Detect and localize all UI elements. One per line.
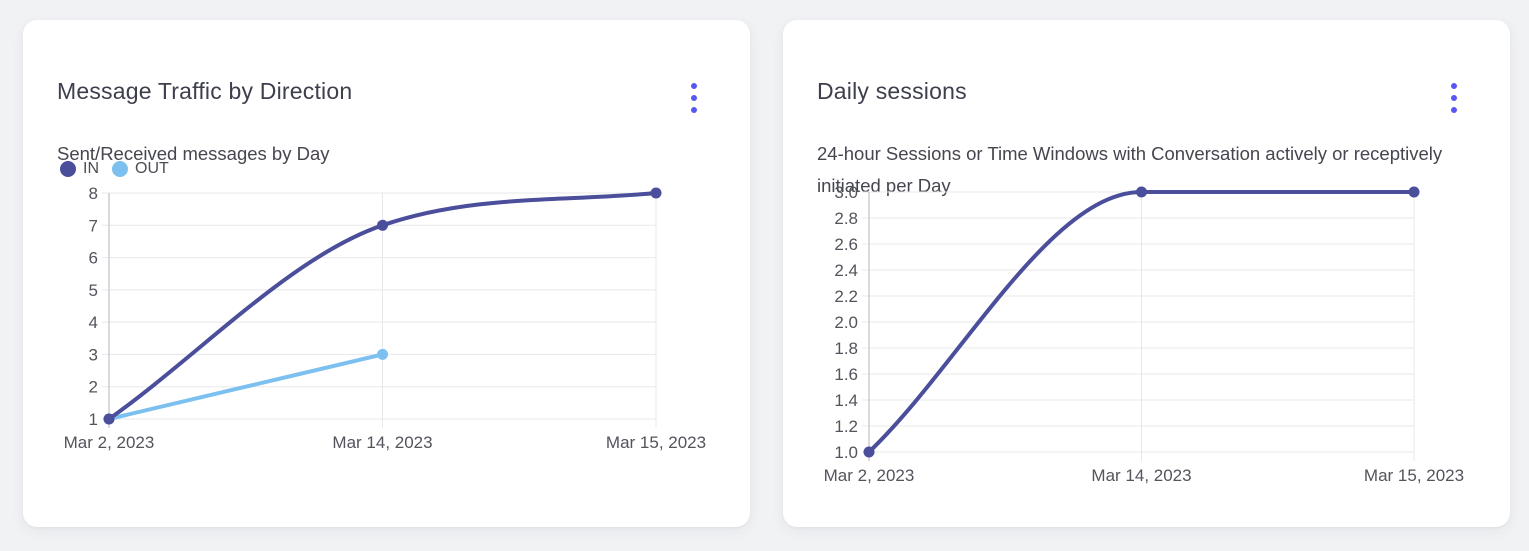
message-traffic-chart: 1 2 3 4 5 6 7 8 Mar 2, 2023 Mar 14, 2023 Mar 15, 2… xyxy=(64,184,706,452)
data-point xyxy=(1408,186,1420,198)
chart-legend: IN OUT xyxy=(60,160,169,178)
card-daily-sessions: Daily sessions 24-hour Sessions or Time … xyxy=(783,20,1510,527)
kebab-dot xyxy=(691,95,697,101)
y-tick-label: 1.8 xyxy=(834,339,858,358)
y-tick-label: 8 xyxy=(89,184,98,203)
data-point xyxy=(863,446,875,458)
y-tick-label: 3 xyxy=(89,345,98,364)
legend-item-out: OUT xyxy=(112,160,169,178)
legend-label-in: IN xyxy=(83,160,99,177)
kebab-dot xyxy=(691,107,697,113)
x-tick-label: Mar 2, 2023 xyxy=(824,466,915,485)
y-tick-label: 5 xyxy=(89,281,98,300)
data-point xyxy=(377,348,388,360)
y-tick-label: 2 xyxy=(89,378,98,397)
legend-label-out: OUT xyxy=(135,160,169,177)
y-tick-label: 2.0 xyxy=(834,313,858,332)
y-tick-label: 2.8 xyxy=(834,209,858,228)
data-point xyxy=(1136,186,1147,198)
y-tick-label: 1.2 xyxy=(834,417,858,436)
legend-dot-out xyxy=(112,161,128,177)
y-tick-label: 2.2 xyxy=(834,287,858,306)
series-line xyxy=(107,352,385,421)
y-tick-label: 1 xyxy=(89,410,98,429)
x-tick-label: Mar 14, 2023 xyxy=(332,433,432,452)
x-tick-label: Mar 14, 2023 xyxy=(1091,466,1191,485)
kebab-menu-icon[interactable] xyxy=(682,78,706,118)
y-tick-label: 2.6 xyxy=(834,235,858,254)
card-title: Daily sessions xyxy=(817,78,967,104)
kebab-dot xyxy=(1451,107,1457,113)
kebab-dot xyxy=(1451,83,1457,89)
data-point xyxy=(650,187,662,199)
y-tick-label: 3.0 xyxy=(834,183,858,202)
card-title: Message Traffic by Direction xyxy=(57,78,353,104)
legend-item-in: IN xyxy=(60,160,99,178)
y-tick-label: 1.4 xyxy=(834,391,858,410)
x-tick-label: Mar 15, 2023 xyxy=(606,433,706,452)
legend-dot-in xyxy=(60,161,76,177)
x-tick-label: Mar 15, 2023 xyxy=(1364,466,1464,485)
y-tick-label: 4 xyxy=(89,313,98,332)
kebab-menu-icon[interactable] xyxy=(1442,78,1466,118)
y-tick-label: 7 xyxy=(89,216,98,235)
kebab-dot xyxy=(1451,95,1457,101)
data-point xyxy=(377,219,388,231)
y-tick-label: 2.4 xyxy=(834,261,858,280)
y-tick-label: 1.6 xyxy=(834,365,858,384)
series-line xyxy=(867,190,1416,454)
card-subtitle: Sent/Received messages by Day xyxy=(57,143,330,164)
x-tick-label: Mar 2, 2023 xyxy=(64,433,155,452)
daily-sessions-chart: 1.0 1.2 1.4 1.6 1.8 2.0 2.2 2.4 2.6 2.8 3.0 Mar 2, … xyxy=(824,183,1464,485)
card-subtitle: 24-hour Sessions or Time Windows with Co… xyxy=(817,143,1443,196)
data-point xyxy=(103,413,115,425)
y-tick-label: 1.0 xyxy=(834,443,858,462)
kebab-dot xyxy=(691,83,697,89)
y-tick-label: 6 xyxy=(89,249,98,268)
card-message-traffic: Message Traffic by Direction Sent/Receiv… xyxy=(23,20,750,527)
